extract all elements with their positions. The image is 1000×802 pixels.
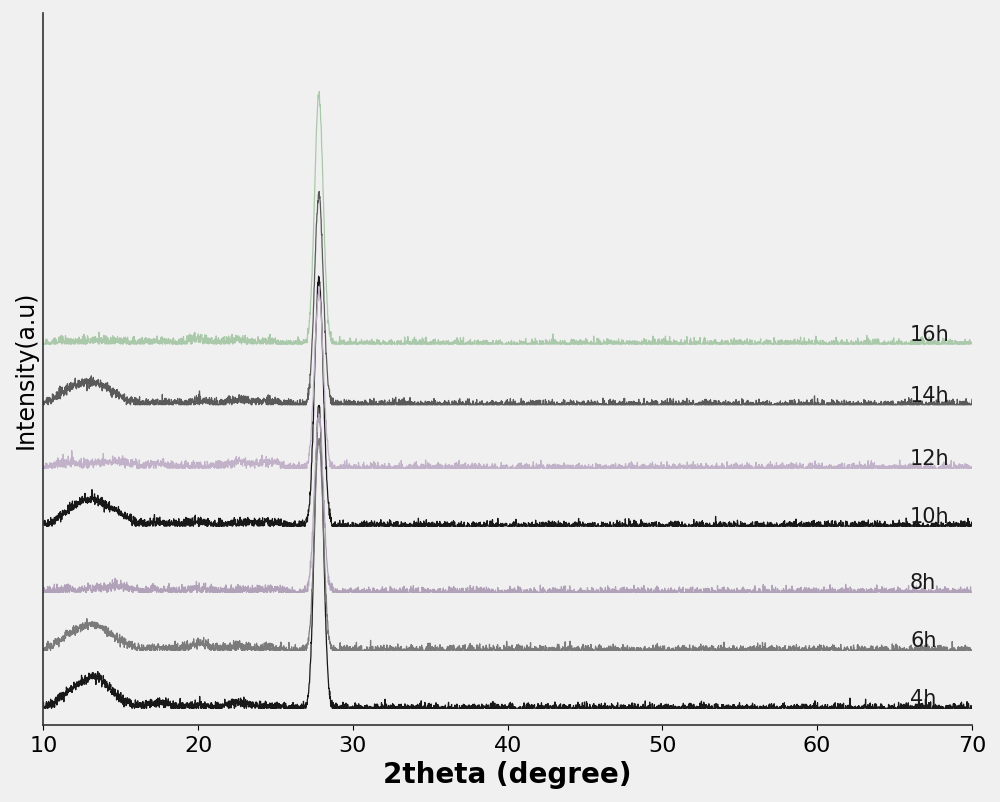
Text: 8h: 8h bbox=[910, 573, 936, 593]
Text: 6h: 6h bbox=[910, 630, 937, 650]
Text: 4h: 4h bbox=[910, 688, 936, 708]
Text: 12h: 12h bbox=[910, 448, 950, 468]
Text: 10h: 10h bbox=[910, 507, 950, 527]
Text: 14h: 14h bbox=[910, 385, 950, 405]
Text: 16h: 16h bbox=[910, 325, 950, 345]
X-axis label: 2theta (degree): 2theta (degree) bbox=[383, 760, 632, 788]
Y-axis label: Intensity(a.u): Intensity(a.u) bbox=[14, 290, 38, 448]
